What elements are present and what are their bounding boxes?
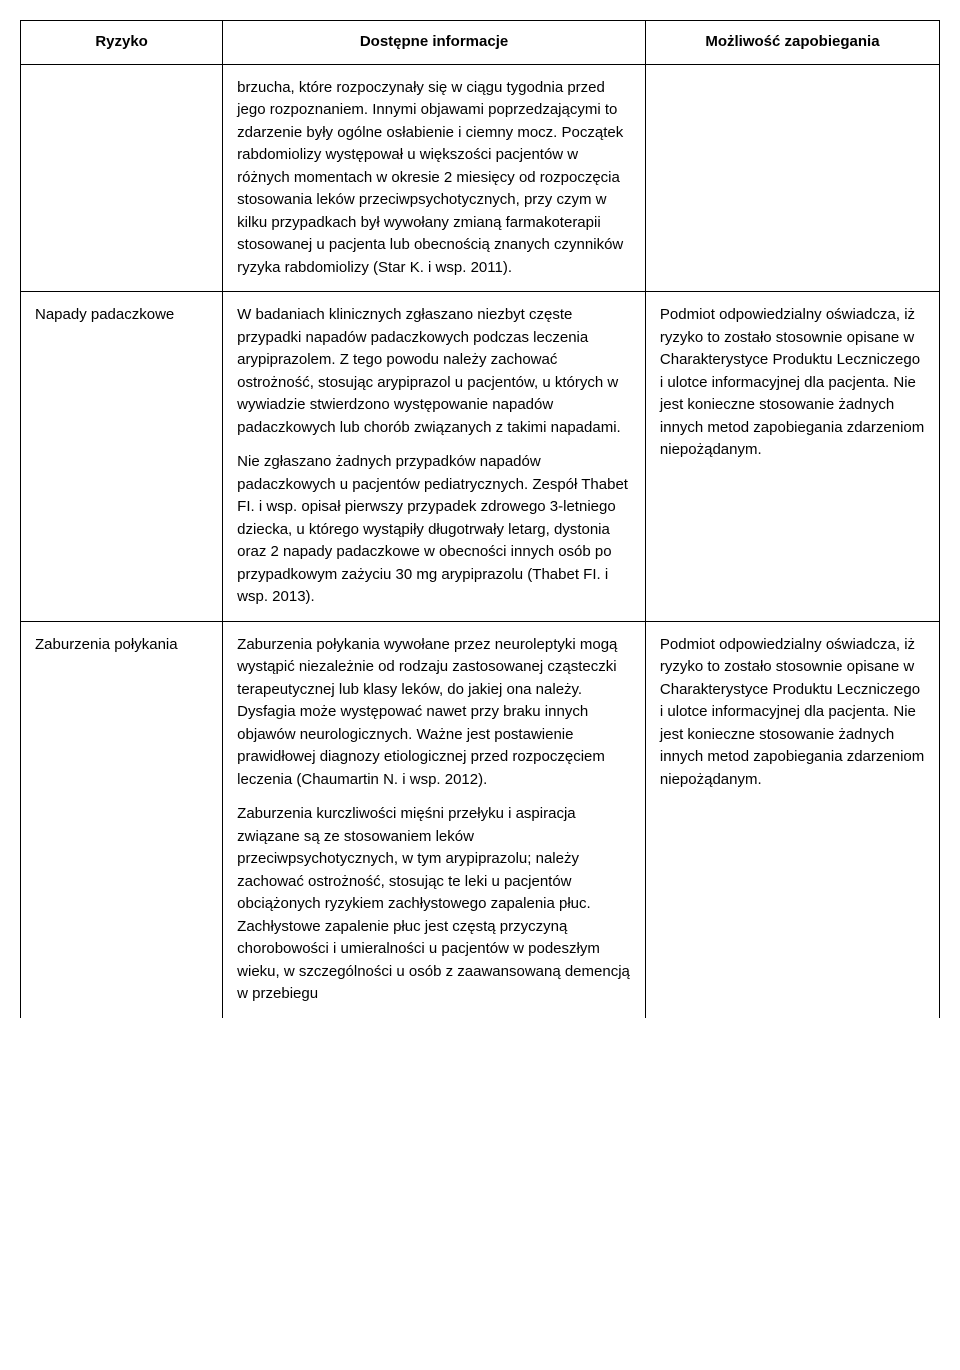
table-row: Zaburzenia połykania Zaburzenia połykani… — [21, 621, 940, 1018]
table-header-row: Ryzyko Dostępne informacje Możliwość zap… — [21, 21, 940, 65]
cell-risk — [21, 64, 223, 292]
info-paragraph: Zaburzenia połykania wywołane przez neur… — [237, 634, 631, 792]
risk-table: Ryzyko Dostępne informacje Możliwość zap… — [20, 20, 940, 1018]
cell-risk: Napady padaczkowe — [21, 292, 223, 622]
prevent-paragraph: Podmiot odpowiedzialny oświadcza, iż ryz… — [660, 634, 925, 792]
info-paragraph: W badaniach klinicznych zgłaszano niezby… — [237, 304, 631, 439]
header-risk: Ryzyko — [21, 21, 223, 65]
table-row: Napady padaczkowe W badaniach klinicznyc… — [21, 292, 940, 622]
info-paragraph: Zaburzenia kurczliwości mięśni przełyku … — [237, 803, 631, 1006]
cell-risk: Zaburzenia połykania — [21, 621, 223, 1018]
table-row: brzucha, które rozpoczynały się w ciągu … — [21, 64, 940, 292]
cell-info: Zaburzenia połykania wywołane przez neur… — [223, 621, 646, 1018]
cell-prevent — [645, 64, 939, 292]
info-paragraph: Nie zgłaszano żadnych przypadków napadów… — [237, 451, 631, 609]
prevent-paragraph: Podmiot odpowiedzialny oświadcza, iż ryz… — [660, 304, 925, 462]
info-paragraph: brzucha, które rozpoczynały się w ciągu … — [237, 77, 631, 280]
header-prevent: Możliwość zapobiegania — [645, 21, 939, 65]
cell-info: brzucha, które rozpoczynały się w ciągu … — [223, 64, 646, 292]
cell-prevent: Podmiot odpowiedzialny oświadcza, iż ryz… — [645, 621, 939, 1018]
cell-prevent: Podmiot odpowiedzialny oświadcza, iż ryz… — [645, 292, 939, 622]
cell-info: W badaniach klinicznych zgłaszano niezby… — [223, 292, 646, 622]
header-info: Dostępne informacje — [223, 21, 646, 65]
